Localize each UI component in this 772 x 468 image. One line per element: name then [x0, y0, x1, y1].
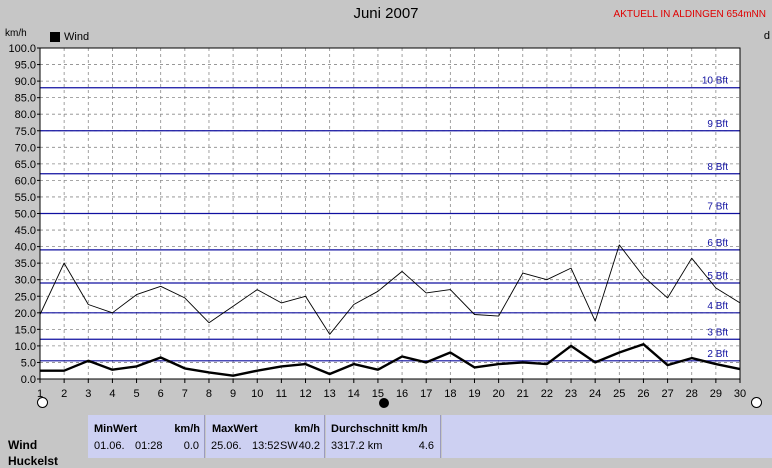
series-wind-line	[40, 343, 741, 377]
x-tick-label: 30	[734, 388, 746, 400]
y-tick-label: 50.0	[15, 209, 36, 221]
scroll-end-knob[interactable]	[751, 397, 762, 408]
x-tick-label: 19	[468, 388, 480, 400]
beaufort-label: 4 Bft	[707, 301, 728, 312]
max-time: 13:52	[252, 440, 280, 452]
beaufort-label: 3 Bft	[707, 327, 728, 338]
x-axis: 1 2 3 4 5 6 7 8 9 10 11 12 13 14 15 16 17 18 19 20 21 22 23 24 2…	[37, 379, 746, 400]
y-tick-label: 55.0	[15, 192, 36, 204]
legend: Wind	[50, 31, 89, 43]
x-tick-label: 28	[686, 388, 698, 400]
stats-empty-panel	[442, 415, 772, 458]
y-tick-label: 80.0	[15, 109, 36, 121]
y-tick-label: 5.0	[21, 357, 36, 369]
y-tick-label: 25.0	[15, 291, 36, 303]
stats-table: Wind Huckelst MinWert km/h 01.06. 01:28 …	[0, 413, 772, 468]
min-date: 01.06.	[94, 440, 125, 452]
x-tick-label: 13	[324, 388, 336, 400]
x-tick-label: 15	[372, 388, 384, 400]
x-tick-label: 10	[251, 388, 263, 400]
x-tick-label: 27	[661, 388, 673, 400]
beaufort-label: 8 Bft	[707, 162, 728, 173]
x-tick-label: 6	[158, 388, 164, 400]
beaufort-label: 2 Bft	[707, 349, 728, 360]
x-tick-label: 23	[565, 388, 577, 400]
stats-row-2-label: Huckelst	[8, 454, 59, 468]
stats-avg-panel: Durchschnitt km/h 3317.2 km 4.6	[326, 415, 441, 458]
y-tick-label: 100.0	[8, 43, 36, 55]
x-tick-label: 22	[541, 388, 553, 400]
y-tick-label: 70.0	[15, 142, 36, 154]
x-tick-label: 17	[420, 388, 432, 400]
station-label: AKTUELL IN ALDINGEN 654mNN	[613, 9, 766, 20]
plot-border	[39, 47, 741, 380]
beaufort-label: 9 Bft	[707, 119, 728, 130]
x-tick-label: 5	[133, 388, 139, 400]
y-tick-label: 85.0	[15, 93, 36, 105]
x-tick-label: 16	[396, 388, 408, 400]
stats-max-panel: MaxWert km/h 25.06. 13:52 SW 40.2	[206, 415, 325, 458]
beaufort-label: 10 Bft	[702, 76, 728, 87]
y-tick-label: 65.0	[15, 159, 36, 171]
legend-entry-wind: Wind	[64, 31, 90, 43]
y-axis: 0.0 5.0 10.0 15.0 20.0 25.0 30.0 35.0 40.0 45.0 50…	[8, 43, 40, 386]
x-tick-label: 18	[444, 388, 456, 400]
beaufort-lines: 2 Bft 3 Bft 4 Bft 5 Bft 6 Bft 7 Bft 8 Bft 9 Bft…	[40, 76, 740, 362]
y-tick-label: 35.0	[15, 258, 36, 270]
x-tick-label: 9	[230, 388, 236, 400]
stats-row-wind-label: Wind	[8, 438, 38, 452]
y-tick-label: 40.0	[15, 242, 36, 254]
y-axis-label: km/h	[5, 28, 27, 39]
chart-title: Juni 2007	[353, 5, 419, 22]
avg-header: Durchschnitt km/h	[331, 423, 428, 435]
scroll-start-knob[interactable]	[37, 397, 48, 408]
x-tick-label: 2	[61, 388, 67, 400]
max-dir: SW	[280, 440, 298, 452]
y-tick-label: 90.0	[15, 76, 36, 88]
x-tick-label: 8	[206, 388, 212, 400]
stats-min-panel: MinWert km/h 01.06. 01:28 0.0	[88, 415, 205, 458]
beaufort-label: 6 Bft	[707, 238, 728, 249]
x-tick-label: 21	[517, 388, 529, 400]
x-tick-label: 4	[109, 388, 115, 400]
y-tick-label: 60.0	[15, 175, 36, 187]
wind-chart: 2 Bft 3 Bft 4 Bft 5 Bft 6 Bft 7 Bft 8 Bft 9 Bft…	[8, 43, 746, 400]
min-value: 0.0	[183, 440, 199, 452]
x-tick-label: 11	[276, 388, 287, 400]
max-unit: km/h	[294, 423, 320, 435]
min-header: MinWert	[94, 423, 138, 435]
max-value: 40.2	[298, 440, 320, 452]
scroll-mid-knob[interactable]	[379, 398, 389, 408]
x-tick-label: 24	[589, 388, 601, 400]
y-tick-label: 0.0	[21, 374, 36, 386]
y-axis-label-right: d	[763, 30, 770, 42]
y-tick-label: 20.0	[15, 308, 36, 320]
x-tick-label: 14	[348, 388, 360, 400]
y-tick-label: 30.0	[15, 275, 36, 287]
min-time: 01:28	[135, 440, 163, 452]
x-tick-label: 25	[613, 388, 625, 400]
min-unit: km/h	[174, 423, 200, 435]
x-tick-label: 26	[637, 388, 649, 400]
avg-value: 4.6	[418, 440, 434, 452]
avg-distance: 3317.2 km	[331, 440, 383, 452]
x-tick-label: 1	[37, 388, 43, 400]
beaufort-label: 5 Bft	[707, 271, 728, 282]
x-tick-label: 29	[710, 388, 722, 400]
y-tick-label: 10.0	[15, 341, 36, 353]
max-date: 25.06.	[211, 440, 242, 452]
legend-swatch	[50, 32, 60, 42]
x-tick-label: 12	[299, 388, 311, 400]
y-tick-label: 45.0	[15, 225, 36, 237]
x-tick-label: 7	[182, 388, 188, 400]
max-header: MaxWert	[212, 423, 258, 435]
y-tick-label: 15.0	[15, 324, 36, 336]
series-gust-line	[39, 244, 741, 335]
beaufort-label: 7 Bft	[707, 202, 728, 213]
series-lines	[39, 244, 741, 377]
y-tick-label: 95.0	[15, 60, 36, 72]
x-tick-label: 3	[85, 388, 91, 400]
x-tick-label: 20	[492, 388, 504, 400]
y-tick-label: 75.0	[15, 126, 36, 138]
